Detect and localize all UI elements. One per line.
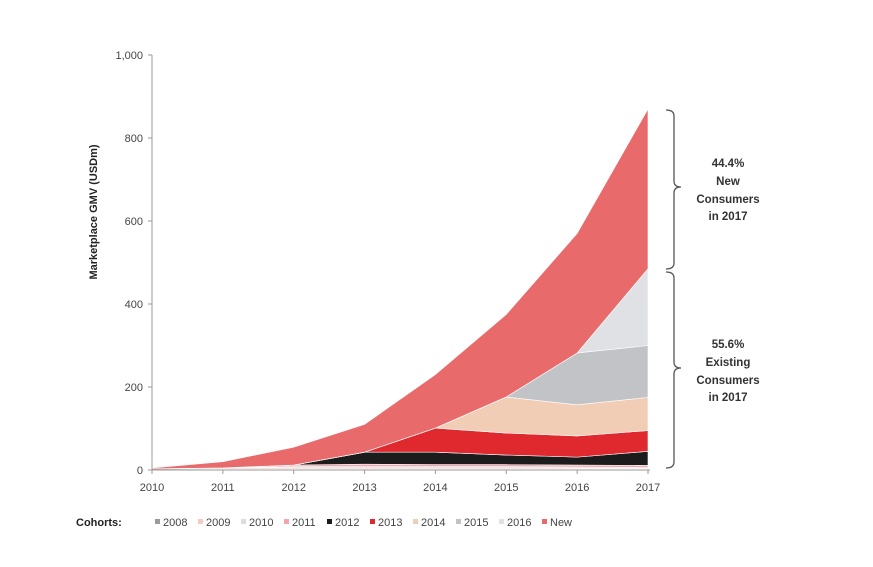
legend-item-2014: 2014 — [413, 517, 445, 529]
y-tick-label: 200 — [125, 382, 143, 394]
x-tick-label: 2015 — [494, 482, 518, 494]
annotation-existing: 55.6% Existing Consumers in 2017 — [696, 339, 759, 404]
legend-label: 2015 — [464, 517, 488, 529]
y-ticks: 0 200 400 600 800 1,000 — [115, 50, 152, 477]
legend-item-2012: 2012 — [327, 517, 359, 529]
annotation-new-line3: in 2017 — [709, 211, 748, 223]
annotation-new-pct: 44.4% — [712, 158, 745, 170]
area-series-new — [151, 107, 649, 470]
legend: 2008 2009 2010 2011 2012 2013 2014 2015 2016 New — [155, 517, 572, 529]
legend-item-2010: 2010 — [241, 517, 273, 529]
x-tick-label: 2013 — [352, 482, 376, 494]
annotation-new: 44.4% New Consumers in 2017 — [696, 158, 759, 223]
annotation-existing-line2: Consumers — [696, 375, 759, 387]
x-tick-label: 2016 — [565, 482, 589, 494]
legend-label: 2012 — [335, 517, 359, 529]
area-layer — [151, 107, 649, 471]
legend-item-2013: 2013 — [370, 517, 402, 529]
legend-item-new: New — [542, 517, 572, 529]
y-axis-label: Marketplace GMV (USDm) — [88, 144, 100, 279]
legend-label: 2014 — [421, 517, 445, 529]
y-tick-label: 0 — [137, 465, 143, 477]
x-tick-label: 2010 — [140, 482, 164, 494]
legend-label: 2008 — [163, 517, 187, 529]
annotation-existing-line1: Existing — [706, 357, 751, 369]
bracket-new — [665, 109, 682, 270]
legend-swatch — [327, 519, 332, 524]
legend-item-2015: 2015 — [456, 517, 488, 529]
annotation-new-line1: New — [716, 176, 740, 188]
legend-label: 2011 — [292, 517, 316, 529]
legend-label: 2013 — [378, 517, 402, 529]
legend-swatch — [413, 519, 418, 524]
legend-item-2011: 2011 — [284, 517, 316, 529]
x-tick-label: 2011 — [211, 482, 235, 494]
x-tick-label: 2012 — [281, 482, 305, 494]
annotation-new-line2: Consumers — [696, 194, 759, 206]
legend-label: New — [550, 517, 572, 529]
legend-swatch — [542, 519, 547, 524]
y-tick-label: 800 — [125, 133, 143, 145]
legend-label: 2016 — [507, 517, 531, 529]
x-tick-label: 2014 — [423, 482, 447, 494]
x-ticks: 2010 2011 2012 2013 2014 2015 2016 2017 — [140, 470, 660, 494]
legend-swatch — [499, 519, 504, 524]
legend-item-2008: 2008 — [155, 517, 187, 529]
legend-swatch — [456, 519, 461, 524]
legend-swatch — [370, 519, 375, 524]
legend-swatch — [284, 519, 289, 524]
annotation-existing-pct: 55.6% — [712, 339, 745, 351]
legend-item-2009: 2009 — [198, 517, 230, 529]
y-tick-label: 1,000 — [115, 50, 143, 62]
legend-label: 2010 — [249, 517, 273, 529]
bracket-existing — [665, 271, 682, 469]
legend-swatch — [155, 519, 160, 524]
x-tick-label: 2017 — [636, 482, 660, 494]
legend-title: Cohorts: — [76, 517, 122, 529]
legend-label: 2009 — [206, 517, 230, 529]
y-tick-label: 400 — [125, 299, 143, 311]
legend-swatch — [241, 519, 246, 524]
legend-item-2016: 2016 — [499, 517, 531, 529]
y-tick-label: 600 — [125, 216, 143, 228]
legend-swatch — [198, 519, 203, 524]
annotation-existing-line3: in 2017 — [709, 392, 748, 404]
